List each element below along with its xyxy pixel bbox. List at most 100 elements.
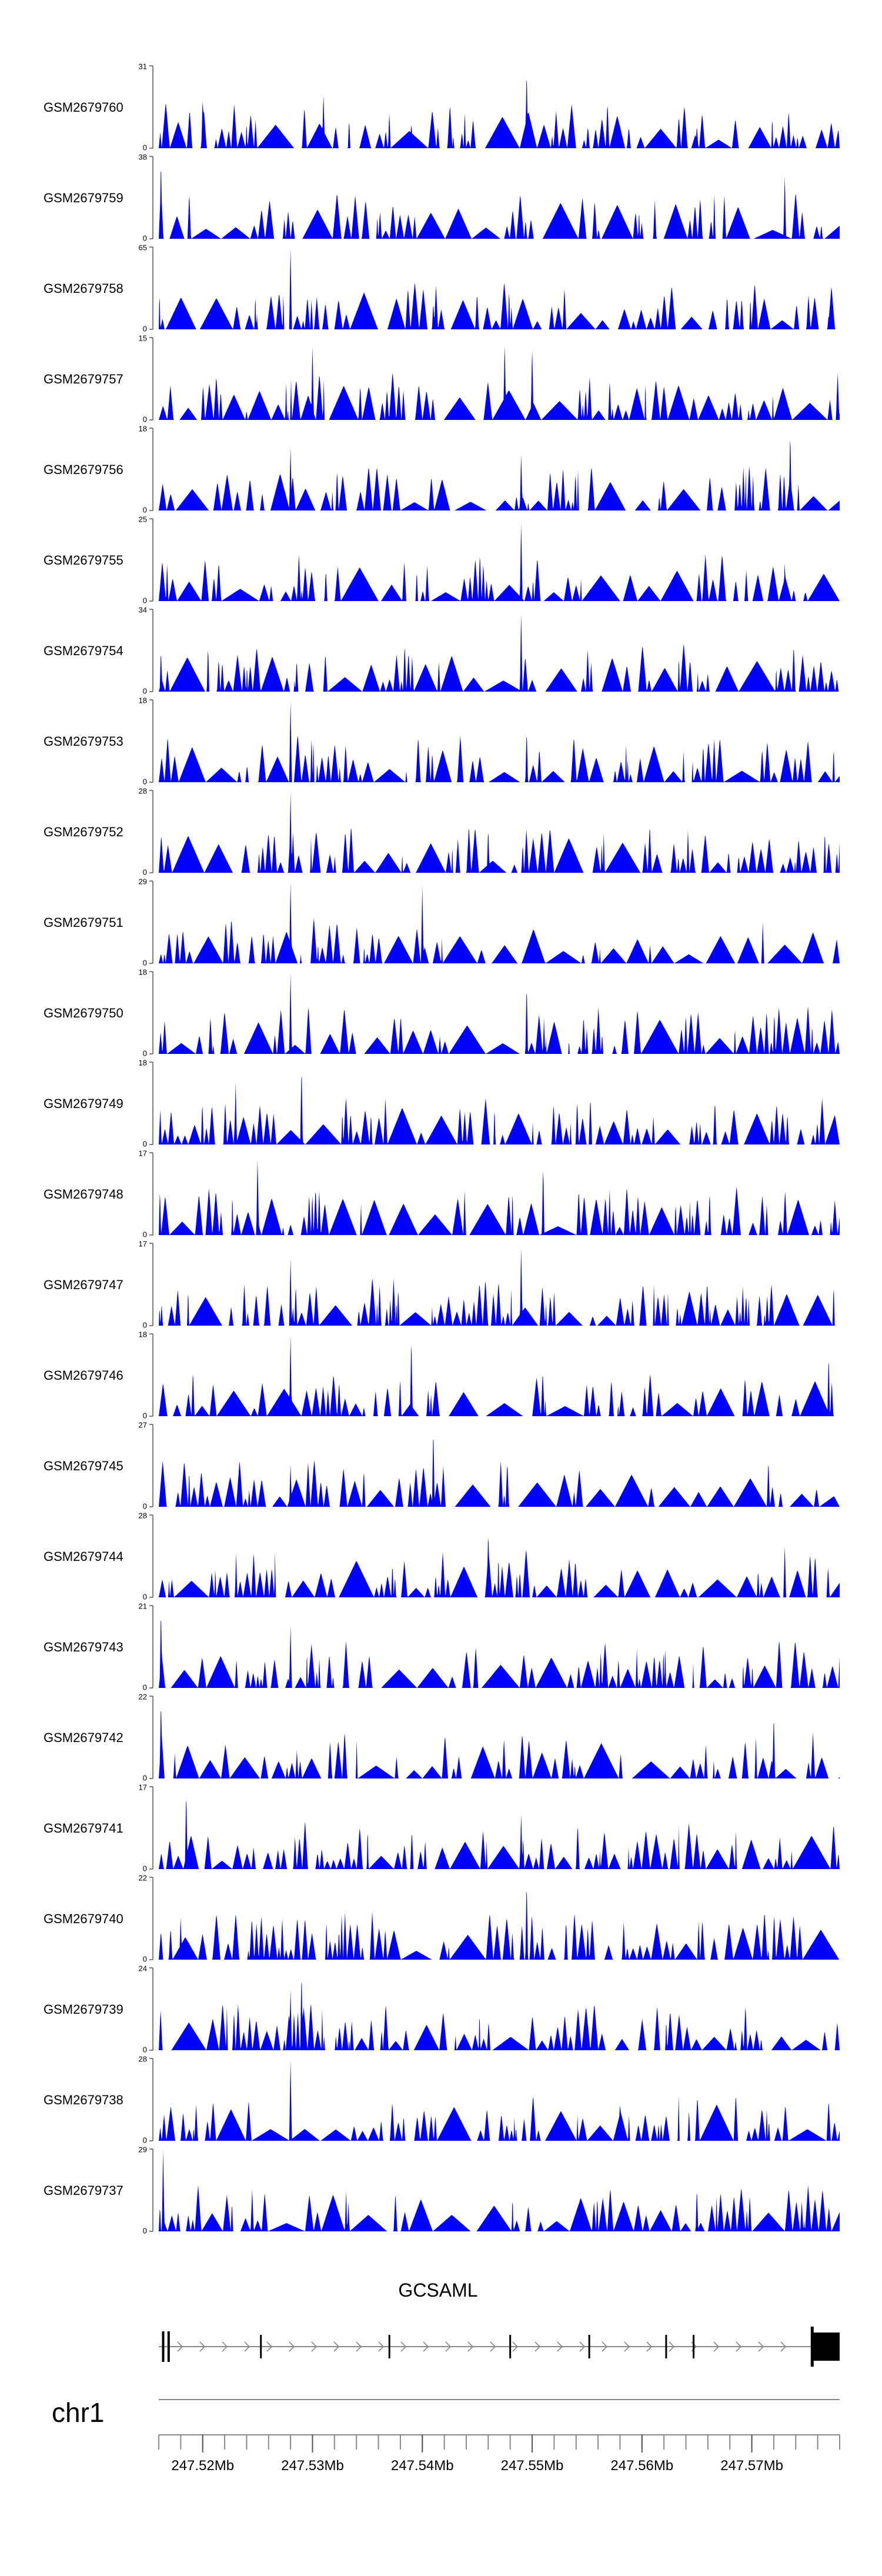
strand-arrow [758,2341,764,2352]
track-GSM2679739: GSM2679739 24 0 [44,1964,840,2054]
track-label: GSM2679759 [44,191,123,205]
strand-arrow [579,2341,586,2352]
track-GSM2679737: GSM2679737 29 0 [44,2145,840,2235]
coverage-area [159,440,840,510]
coverage-area [159,1537,840,1597]
y-tick-label-max: 28 [139,1511,147,1520]
y-tick-label-zero: 0 [143,596,147,605]
track-GSM2679758: GSM2679758 65 0 [44,243,840,333]
y-tick-label-zero: 0 [143,1139,147,1148]
track-GSM2679753: GSM2679753 18 0 [44,696,840,786]
coverage-area [159,1891,840,1960]
y-tick-label-zero: 0 [143,867,147,876]
y-tick-label-max: 21 [139,1601,147,1610]
x-tick-label: 247.56Mb [610,2458,673,2474]
strand-arrow [736,2341,742,2352]
y-tick-label-zero: 0 [143,505,147,514]
y-tick-label-max: 24 [139,1964,147,1973]
strand-arrow [445,2341,452,2352]
strand-arrow [713,2341,720,2352]
y-tick-label-max: 17 [139,1783,147,1791]
track-label: GSM2679738 [44,2093,123,2107]
y-tick-label-zero: 0 [143,1592,147,1601]
y-tick-label-zero: 0 [143,2226,147,2235]
y-tick-label-zero: 0 [143,324,147,333]
track-GSM2679749: GSM2679749 18 0 [44,1058,840,1148]
y-tick-label-zero: 0 [143,958,147,967]
y-tick-label-max: 18 [139,424,147,433]
coverage-area [159,1711,840,1778]
strand-arrow [512,2341,519,2352]
track-label: GSM2679752 [44,825,123,839]
coverage-area [159,1800,840,1869]
track-label: GSM2679744 [44,1549,123,1564]
strand-arrow [534,2341,541,2352]
track-label: GSM2679745 [44,1459,123,1473]
coverage-area [159,1076,840,1144]
track-GSM2679757: GSM2679757 15 0 [44,333,840,423]
strand-arrow [356,2341,362,2352]
track-GSM2679746: GSM2679746 18 0 [44,1330,840,1420]
strand-arrow [624,2341,630,2352]
track-GSM2679755: GSM2679755 25 0 [44,515,840,605]
track-GSM2679752: GSM2679752 28 0 [44,786,840,876]
y-tick-label-zero: 0 [143,777,147,786]
y-tick-label-max: 29 [139,877,147,886]
y-tick-label-zero: 0 [143,1411,147,1420]
strand-arrow [557,2341,563,2352]
track-label: GSM2679760 [44,100,123,115]
genome-axis: chr1 247.52Mb 247.53Mb 247.54Mb 247.55Mb 247.… [52,2397,840,2474]
y-tick-label-zero: 0 [143,686,147,695]
track-label: GSM2679748 [44,1187,123,1202]
y-tick-label-max: 18 [139,1330,147,1339]
track-GSM2679742: GSM2679742 22 0 [44,1692,840,1782]
strand-arrow [602,2341,608,2352]
coverage-area [159,1159,840,1235]
track-label: GSM2679757 [44,372,123,386]
track-GSM2679743: GSM2679743 21 0 [44,1601,840,1691]
track-label: GSM2679750 [44,1006,123,1020]
coverage-area [159,2059,840,2141]
y-tick-label-zero: 0 [143,1230,147,1239]
track-GSM2679741: GSM2679741 17 0 [44,1783,840,1873]
y-tick-label-max: 65 [139,243,147,252]
coverage-area [159,1439,840,1507]
track-label: GSM2679743 [44,1640,123,1654]
x-tick-label: 247.55Mb [501,2458,564,2474]
y-tick-label-max: 31 [139,62,147,71]
strand-arrow [289,2341,295,2352]
gene-track: GCSAML [159,2280,840,2367]
y-tick-label-max: 25 [139,515,147,523]
track-label: GSM2679753 [44,734,123,749]
strand-arrow [669,2341,675,2352]
y-tick-label-zero: 0 [143,1501,147,1510]
x-tick-label: 247.54Mb [391,2458,454,2474]
y-tick-label-zero: 0 [143,2135,147,2144]
strand-arrow [423,2341,429,2352]
y-tick-label-zero: 0 [143,415,147,423]
track-label: GSM2679758 [44,281,123,296]
strand-arrow [244,2341,250,2352]
strand-arrow [311,2341,318,2352]
y-tick-label-max: 22 [139,1692,147,1701]
track-GSM2679748: GSM2679748 17 0 [44,1149,840,1239]
coverage-area [159,1334,840,1416]
track-GSM2679745: GSM2679745 27 0 [44,1420,840,1510]
track-GSM2679751: GSM2679751 29 0 [44,877,840,967]
track-label: GSM2679756 [44,462,123,477]
y-tick-label-max: 18 [139,696,147,705]
track-GSM2679756: GSM2679756 18 0 [44,424,840,514]
track-GSM2679747: GSM2679747 17 0 [44,1239,840,1329]
coverage-area [159,1981,840,2050]
strand-arrow [266,2341,273,2352]
strand-arrow [780,2341,787,2352]
strand-arrow [199,2341,206,2352]
strand-arrow [378,2341,385,2352]
y-tick-label-max: 27 [139,1420,147,1429]
y-tick-label-max: 34 [139,605,147,614]
strand-arrow [467,2341,474,2352]
exon-utr [812,2333,840,2361]
track-label: GSM2679741 [44,1821,123,1836]
coverage-area [159,523,840,601]
